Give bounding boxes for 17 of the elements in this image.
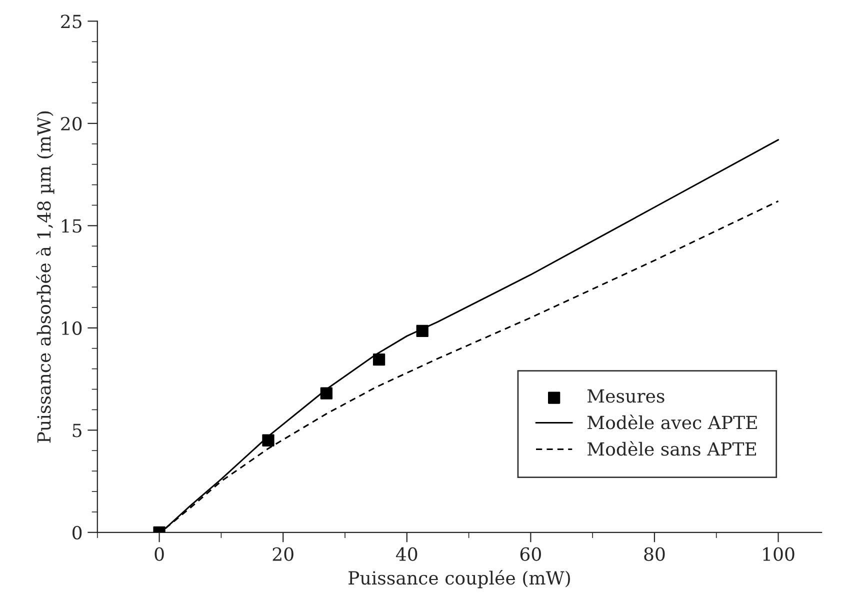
y-tick-label: 0 xyxy=(72,526,82,540)
x-tick-label: 20 xyxy=(272,547,294,561)
y-tick-label: 10 xyxy=(62,321,82,336)
y-tick-label: 20 xyxy=(61,116,82,131)
x-tick-label: 40 xyxy=(396,547,418,561)
x-axis-title: Puissance couplée (mW) xyxy=(348,570,570,588)
y-tick-label: 5 xyxy=(72,424,82,438)
y-tick-label: 25 xyxy=(61,14,82,28)
legend-label: Modèle sans APTE xyxy=(587,441,756,456)
x-tick-label: 80 xyxy=(644,547,665,561)
y-tick-label: 15 xyxy=(62,219,82,233)
x-tick-label: 100 xyxy=(763,547,794,561)
y-axis-title: Puissance absorbée à 1,48 µm (mW) xyxy=(36,111,54,443)
x-tick-label: 60 xyxy=(520,547,541,561)
x-tick-label: 0 xyxy=(154,547,164,561)
legend-label: Modèle avec APTE xyxy=(587,414,757,430)
legend-label: Mesures xyxy=(587,389,664,403)
